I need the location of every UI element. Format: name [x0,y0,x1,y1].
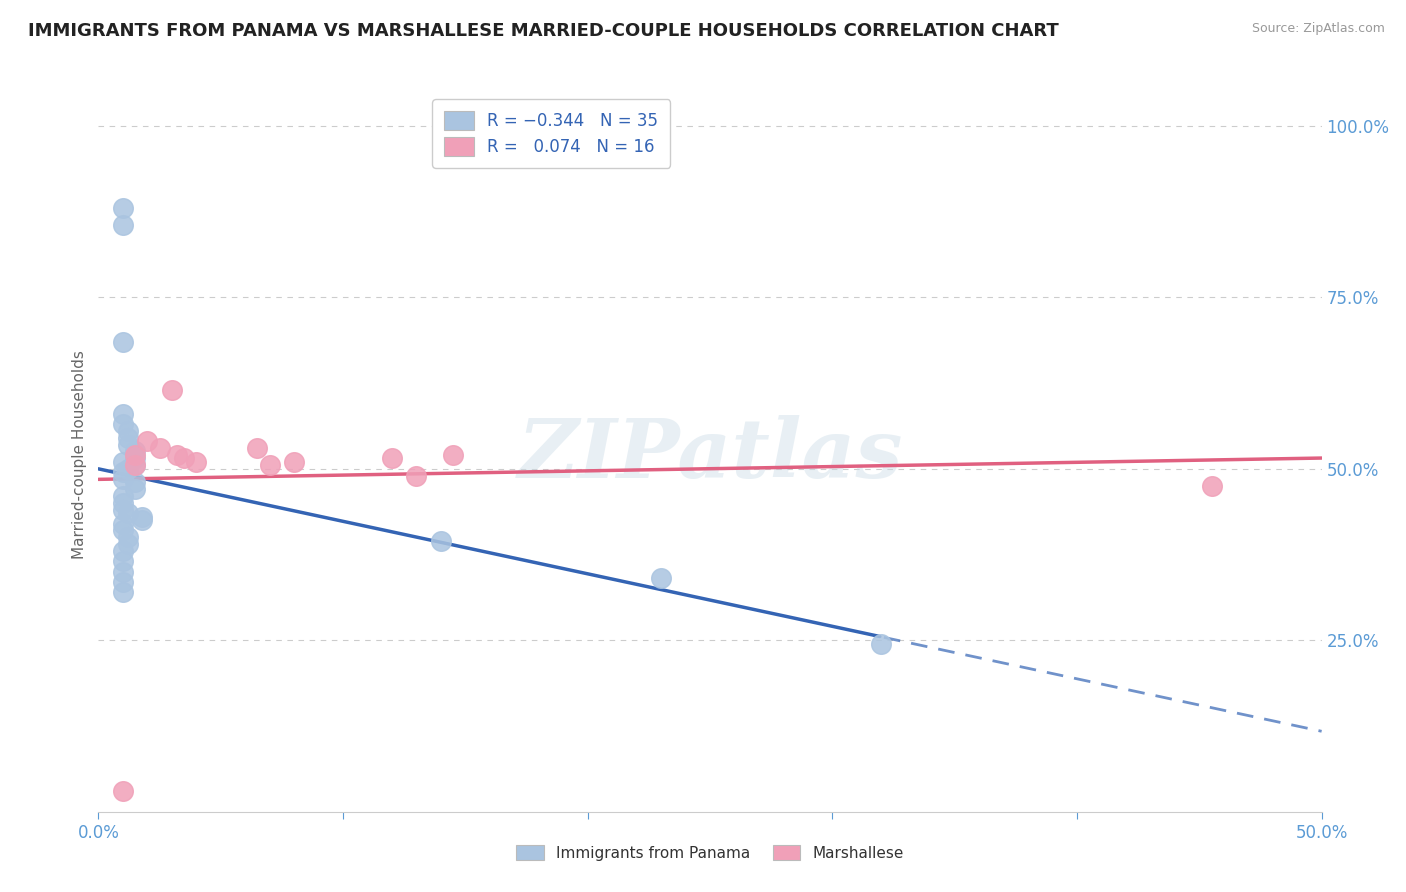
Point [441,448,464,462]
Point [111,565,134,579]
Point [1201,479,1223,493]
Point [117,437,139,451]
Point [650,571,672,585]
Point [124,475,146,490]
Point [111,496,134,510]
Point [124,448,146,462]
Point [111,201,134,215]
Point [117,461,139,475]
Point [124,458,146,473]
Point [124,482,146,496]
Legend: Immigrants from Panama, Marshallese: Immigrants from Panama, Marshallese [509,837,911,868]
Point [117,424,139,438]
Text: ZIPatlas: ZIPatlas [517,415,903,495]
Text: Source: ZipAtlas.com: Source: ZipAtlas.com [1251,22,1385,36]
Point [131,513,153,527]
Point [111,554,134,568]
Point [111,472,134,486]
Point [111,516,134,531]
Point [111,524,134,538]
Point [246,441,269,455]
Point [117,431,139,445]
Point [111,503,134,517]
Point [259,458,281,473]
Point [131,509,153,524]
Point [186,455,208,469]
Point [111,407,134,421]
Point [111,417,134,431]
Point [111,334,134,349]
Point [117,530,139,544]
Point [124,458,146,473]
Point [117,537,139,551]
Point [111,465,134,479]
Point [111,544,134,558]
Point [136,434,159,449]
Point [381,451,404,466]
Point [405,468,427,483]
Y-axis label: Married-couple Households: Married-couple Households [72,351,87,559]
Point [149,441,172,455]
Point [283,455,305,469]
Text: IMMIGRANTS FROM PANAMA VS MARSHALLESE MARRIED-COUPLE HOUSEHOLDS CORRELATION CHAR: IMMIGRANTS FROM PANAMA VS MARSHALLESE MA… [28,22,1059,40]
Point [111,574,134,589]
Point [160,383,183,397]
Point [111,455,134,469]
Point [111,585,134,599]
Point [124,444,146,458]
Point [430,533,453,548]
Point [124,451,146,466]
Point [117,506,139,520]
Point [111,489,134,503]
Point [111,218,134,232]
Point [166,448,188,462]
Point [870,637,893,651]
Point [111,784,134,798]
Point [173,451,195,466]
